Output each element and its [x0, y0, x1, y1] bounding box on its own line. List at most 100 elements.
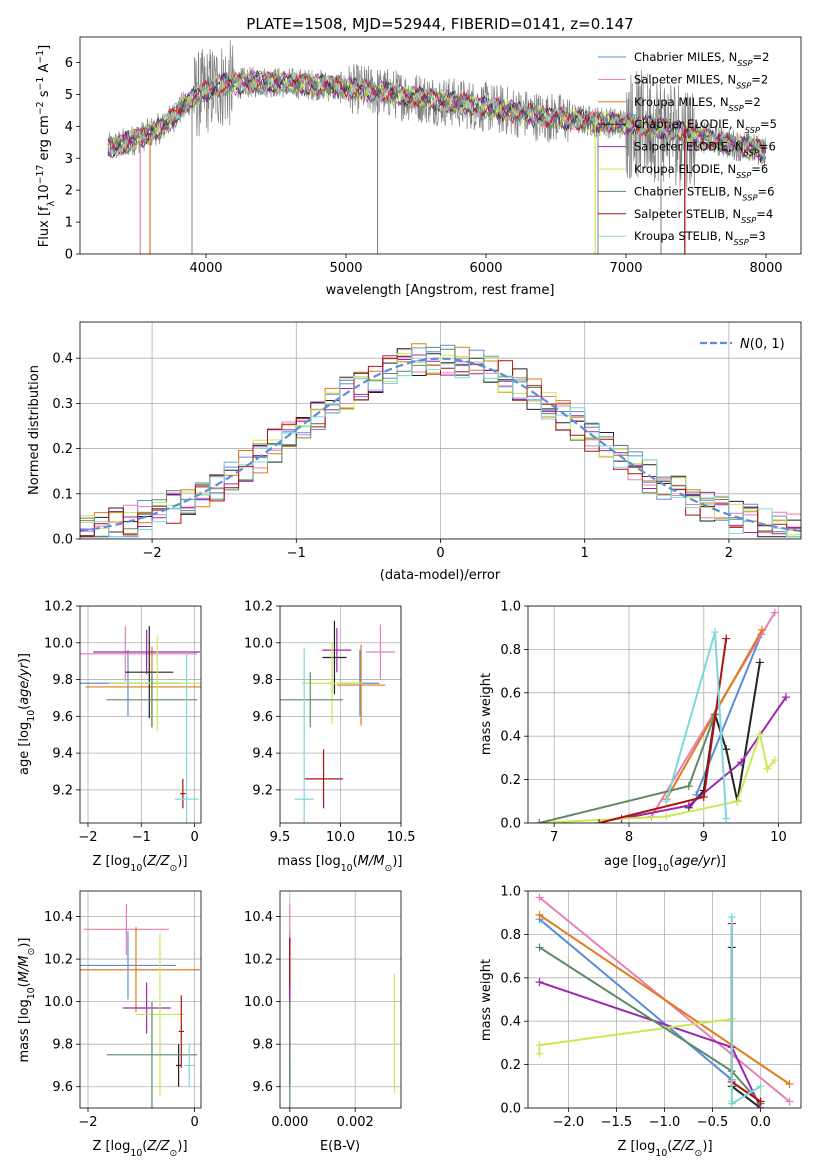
x-tick-label: 2	[725, 546, 733, 561]
plot-area	[528, 891, 801, 1108]
x-tick-label: 5000	[329, 261, 362, 276]
y-tick-label: 5	[65, 88, 73, 103]
x-tick-label: 0.002	[337, 1115, 374, 1130]
mass-weight-line	[621, 696, 787, 820]
axes-frame	[79, 890, 202, 1109]
plus-marker	[755, 658, 764, 667]
plus-marker	[710, 628, 719, 637]
legend-entry: N(0, 1)	[740, 337, 785, 352]
y-tick-label: 3	[65, 152, 73, 167]
x-tick-label: 0	[436, 546, 444, 561]
y-tick-label: 10.0	[244, 636, 273, 651]
x-tick-label: 9	[700, 830, 708, 845]
x-tick-label: 0	[190, 1115, 198, 1130]
x-axis-label: Z [log10(Z/Z⊙)]	[92, 1139, 187, 1159]
y-tick-label: 0.8	[500, 643, 521, 658]
plus-marker	[782, 693, 791, 702]
y-tick-label: 9.2	[52, 783, 73, 798]
y-tick-label: 1	[65, 216, 73, 231]
axes-frame	[279, 890, 402, 1109]
y-tick-label: 10.2	[244, 600, 273, 615]
x-tick-label: −2	[143, 546, 162, 561]
legend-entry: Chabrier MILES, NSSP=2	[634, 50, 769, 68]
y-tick-label: 0.0	[500, 1102, 521, 1117]
x-tick-label: −1.0	[649, 1115, 681, 1130]
plus-marker	[662, 797, 671, 806]
plot-area	[280, 891, 401, 1108]
mass-weight-line	[665, 631, 728, 819]
plus-marker	[535, 893, 544, 902]
mass-weight-line	[539, 730, 776, 823]
model-spectrum-line	[107, 69, 767, 163]
x-axis-label: wavelength [Angstrom, rest frame]	[326, 283, 555, 298]
age-weight-axes: 7 8 9 10 0.0 0.2 0.4 0.6 0.8 1.0	[500, 600, 802, 845]
spectrum-axes: 4000 5000 6000 7000 8000 0 1 2 3 4 5 6	[65, 36, 802, 276]
plus-marker	[535, 1049, 544, 1058]
legend-entry: Kroupa STELIB, NSSP=3	[634, 229, 766, 247]
y-tick-label: 4	[65, 120, 73, 135]
y-axis-label: Normed distribution	[27, 365, 42, 495]
mass-weight-line	[538, 946, 762, 1105]
plus-marker	[770, 756, 779, 765]
plus-marker	[684, 782, 693, 791]
z-age-axes: −2 −1 0 9.2 9.4 9.6 9.8 10.0 10.2	[44, 600, 202, 845]
y-axis-label: mass [log10(M/M⊙)]	[17, 938, 37, 1063]
x-tick-label: −1	[287, 546, 306, 561]
y-tick-label: 0.3	[52, 397, 73, 412]
y-tick-label: 9.8	[252, 1038, 273, 1053]
plus-marker	[722, 634, 731, 643]
x-tick-label: 9.5	[270, 830, 291, 845]
y-tick-label: 0.1	[52, 487, 73, 502]
y-tick-label: 9.8	[52, 673, 73, 688]
mass-weight-line	[538, 918, 733, 1081]
y-tick-label: 10.2	[44, 600, 73, 615]
plus-marker	[727, 913, 736, 922]
y-tick-label: 6	[65, 56, 73, 71]
plot-area	[80, 322, 801, 539]
plot-area	[80, 891, 201, 1108]
y-tick-label: 9.6	[52, 1080, 73, 1095]
plus-marker	[535, 1041, 544, 1050]
x-tick-label: 1	[581, 546, 589, 561]
histogram-series	[80, 346, 801, 538]
y-tick-label: 9.6	[252, 1080, 273, 1095]
plus-marker	[535, 978, 544, 987]
x-tick-label: −2.0	[553, 1115, 585, 1130]
x-tick-label: −2	[78, 830, 97, 845]
y-tick-label: 0.2	[52, 442, 73, 457]
plot-area	[280, 606, 401, 823]
y-tick-label: 1.0	[500, 600, 521, 615]
plus-marker	[758, 625, 767, 634]
x-axis-label: (data-model)/error	[380, 568, 501, 583]
chart-title: PLATE=1508, MJD=52944, FIBERID=0141, z=0…	[246, 15, 633, 33]
plus-marker	[737, 758, 746, 767]
y-tick-label: 0.4	[500, 1015, 521, 1030]
x-tick-label: 10	[770, 830, 787, 845]
legend-entry: Kroupa ELODIE, NSSP=6	[634, 162, 768, 180]
y-tick-label: 1.0	[500, 885, 521, 900]
y-tick-label: 10.2	[244, 953, 273, 968]
mass-age-axes: 9.5 10.0 10.5 9.2 9.4 9.6 9.8 10.0 10.2	[244, 600, 415, 846]
x-tick-label: −2	[78, 1115, 97, 1130]
y-axis-label: age [log10(age/yr)]	[17, 653, 37, 775]
y-tick-label: 0.6	[500, 971, 521, 986]
plus-marker	[733, 797, 742, 806]
x-tick-label: 7	[550, 830, 558, 845]
y-tick-label: 0.8	[500, 928, 521, 943]
x-axis-label: mass [log10(M/M⊙)]	[278, 854, 403, 874]
plus-marker	[770, 608, 779, 617]
plot-area	[107, 40, 767, 254]
axes-frame	[79, 36, 802, 255]
histogram-series	[80, 347, 801, 538]
y-tick-label: 9.4	[252, 747, 273, 762]
y-tick-label: 10.4	[44, 910, 73, 925]
legend-entry: Salpeter MILES, NSSP=2	[634, 72, 768, 90]
x-tick-label: −1	[132, 830, 151, 845]
y-tick-label: 0.4	[52, 352, 73, 367]
plus-marker	[756, 1082, 765, 1091]
plus-marker	[684, 801, 693, 810]
mass-weight-line	[598, 638, 728, 823]
data-spectrum-line	[107, 40, 767, 190]
x-tick-label: 7000	[609, 261, 642, 276]
